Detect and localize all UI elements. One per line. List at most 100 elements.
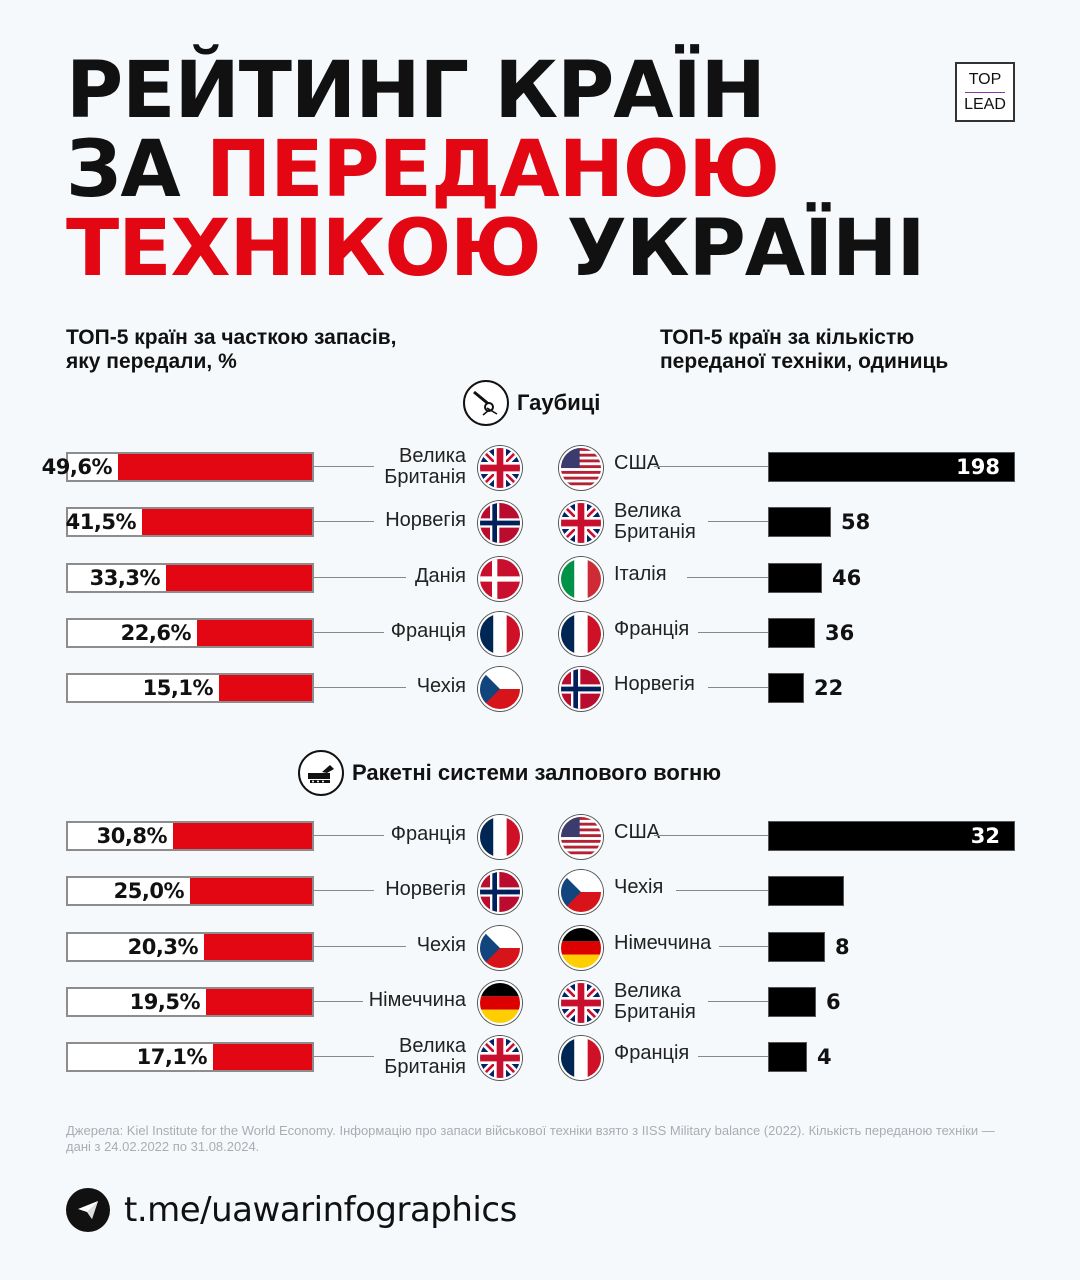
country-name: Чехія bbox=[416, 933, 466, 956]
country-name: Велика Британія bbox=[614, 500, 696, 544]
section-title: Ракетні системи залпового вогню bbox=[352, 760, 722, 785]
country-name: Велика Британія bbox=[384, 445, 466, 488]
count-bar bbox=[768, 617, 815, 648]
connector-line bbox=[314, 521, 374, 523]
count-bar: 32 bbox=[768, 821, 1015, 851]
title-tekhnikoyu: ТЕХНІКОЮ bbox=[66, 204, 542, 294]
share-value-label: 30,8% bbox=[96, 824, 168, 848]
chart-row: 20,3% Чехія Німеччина 8 bbox=[0, 925, 1080, 972]
chart-row: 30,8% Франція США 32 bbox=[0, 815, 1080, 861]
country-name: Велика Британія bbox=[614, 979, 696, 1023]
title-line-1: РЕЙТИНГ КРАЇН bbox=[66, 46, 766, 136]
sources-note: Джерела: Kiel Institute for the World Ec… bbox=[66, 1123, 995, 1154]
right-subtitle-line: переданої техніки, одиниць bbox=[660, 350, 949, 373]
howitzer-icon bbox=[463, 380, 509, 426]
count-value-label: 58 bbox=[841, 510, 871, 535]
chart-row: 49,6% Велика Британія США 198 bbox=[0, 446, 1080, 492]
share-bar-fill bbox=[206, 988, 312, 1015]
connector-line bbox=[719, 945, 768, 947]
share-bar: 15,1% bbox=[66, 673, 314, 704]
connector-line bbox=[314, 835, 385, 836]
country-name: Норвегія bbox=[385, 509, 466, 532]
share-bar-fill bbox=[204, 933, 312, 960]
count-bar: 198 bbox=[768, 452, 1015, 482]
count-value-label: 32 bbox=[970, 824, 1000, 848]
connector-line bbox=[708, 1000, 768, 1002]
left-subtitle-line: ТОП-5 країн за часткою запасів, bbox=[66, 326, 397, 349]
logo-lead: LEAD bbox=[964, 95, 1006, 113]
chart-row: 17,1% Велика Британія Франція 4 bbox=[0, 1036, 1080, 1082]
chart-row: 19,5% Німеччина Велика Британія 6 bbox=[0, 979, 1080, 1027]
share-value-label: 25,0% bbox=[113, 879, 185, 904]
left-subtitle-line: яку передали, % bbox=[66, 350, 237, 373]
toplead-logo: TOP LEAD bbox=[955, 62, 1015, 122]
share-value-label: 41,5% bbox=[65, 510, 137, 535]
share-value-label: 20,3% bbox=[127, 934, 199, 959]
share-bar-fill bbox=[197, 619, 312, 646]
country-name: Італія bbox=[614, 562, 667, 585]
page-title: РЕЙТИНГ КРАЇН ЗА ПЕРЕДАНОЮ ТЕХНІКОЮ УКРА… bbox=[66, 46, 925, 289]
share-bar: 49,6% bbox=[42, 452, 314, 482]
title-line-3: ТЕХНІКОЮ УКРАЇНІ bbox=[66, 210, 925, 289]
share-bar: 20,3% bbox=[66, 931, 314, 962]
share-bar: 30,8% bbox=[66, 821, 314, 851]
share-bar: 33,3% bbox=[66, 562, 314, 593]
share-value-label: 22,6% bbox=[120, 620, 192, 645]
flag-no-icon bbox=[478, 870, 522, 915]
count-bar bbox=[768, 986, 816, 1017]
count-value-label: 198 bbox=[956, 455, 1000, 479]
share-bar: 22,6% bbox=[66, 617, 314, 648]
count-value-label: 8 bbox=[835, 934, 850, 959]
country-name: США bbox=[614, 821, 661, 843]
chart-row: 22,6% Франція Франція 36 bbox=[0, 611, 1080, 658]
connector-line bbox=[314, 466, 374, 467]
flag-fr-icon bbox=[478, 815, 522, 859]
flag-fr-icon bbox=[559, 1036, 603, 1081]
country-name: Франція bbox=[390, 619, 466, 642]
telegram-link[interactable]: t.me/uawarinfographics bbox=[124, 1190, 517, 1230]
connector-line bbox=[314, 1056, 374, 1058]
share-bar-fill bbox=[190, 878, 312, 905]
flag-fr-icon bbox=[559, 611, 603, 656]
share-bar: 41,5% bbox=[65, 507, 314, 538]
connector-line bbox=[708, 521, 768, 523]
connector-line bbox=[697, 631, 768, 633]
count-bar bbox=[768, 507, 831, 538]
connector-line bbox=[654, 835, 768, 836]
count-value-label: 4 bbox=[817, 1045, 832, 1070]
flag-it-icon bbox=[559, 556, 603, 601]
count-value-label: 36 bbox=[825, 620, 855, 645]
country-name: Чехія bbox=[614, 876, 664, 899]
connector-line bbox=[697, 1056, 768, 1058]
flag-cz-icon bbox=[478, 667, 522, 712]
logo-top: TOP bbox=[968, 70, 1002, 88]
chart-row: 15,1% Чехія Норвегія 22 bbox=[0, 667, 1080, 713]
flag-cz-icon bbox=[478, 925, 522, 970]
connector-line bbox=[676, 890, 768, 892]
flag-no-icon bbox=[559, 667, 603, 712]
share-bar-fill bbox=[213, 1044, 312, 1071]
chart-row: 33,3% Данія Італія 46 bbox=[0, 556, 1080, 603]
country-name: Норвегія bbox=[385, 878, 466, 901]
count-bar bbox=[768, 931, 825, 962]
flag-us-icon bbox=[559, 446, 603, 490]
count-value-label: 46 bbox=[832, 565, 862, 590]
country-name: Норвегія bbox=[614, 673, 695, 696]
title-ukraini: УКРАЇНІ bbox=[566, 204, 926, 294]
chart-row: 41,5% Норвегія Велика Британія 58 bbox=[0, 501, 1080, 547]
country-name: Велика Британія bbox=[384, 1035, 466, 1079]
connector-line bbox=[314, 687, 406, 689]
telegram-icon bbox=[66, 1188, 110, 1232]
connector-line bbox=[314, 576, 406, 578]
flag-gb-icon bbox=[559, 501, 603, 546]
share-value-label: 19,5% bbox=[129, 989, 201, 1014]
share-bar-fill bbox=[173, 823, 312, 849]
flag-de-icon bbox=[559, 925, 603, 970]
flag-fr-icon bbox=[478, 611, 522, 656]
flag-gb-icon bbox=[559, 980, 603, 1025]
country-name: Франція bbox=[614, 617, 690, 640]
share-bar-fill bbox=[219, 675, 312, 702]
count-bar bbox=[768, 876, 844, 907]
left-subtitle: ТОП-5 країн за часткою запасів, яку пере… bbox=[66, 326, 396, 374]
count-bar bbox=[768, 562, 822, 593]
